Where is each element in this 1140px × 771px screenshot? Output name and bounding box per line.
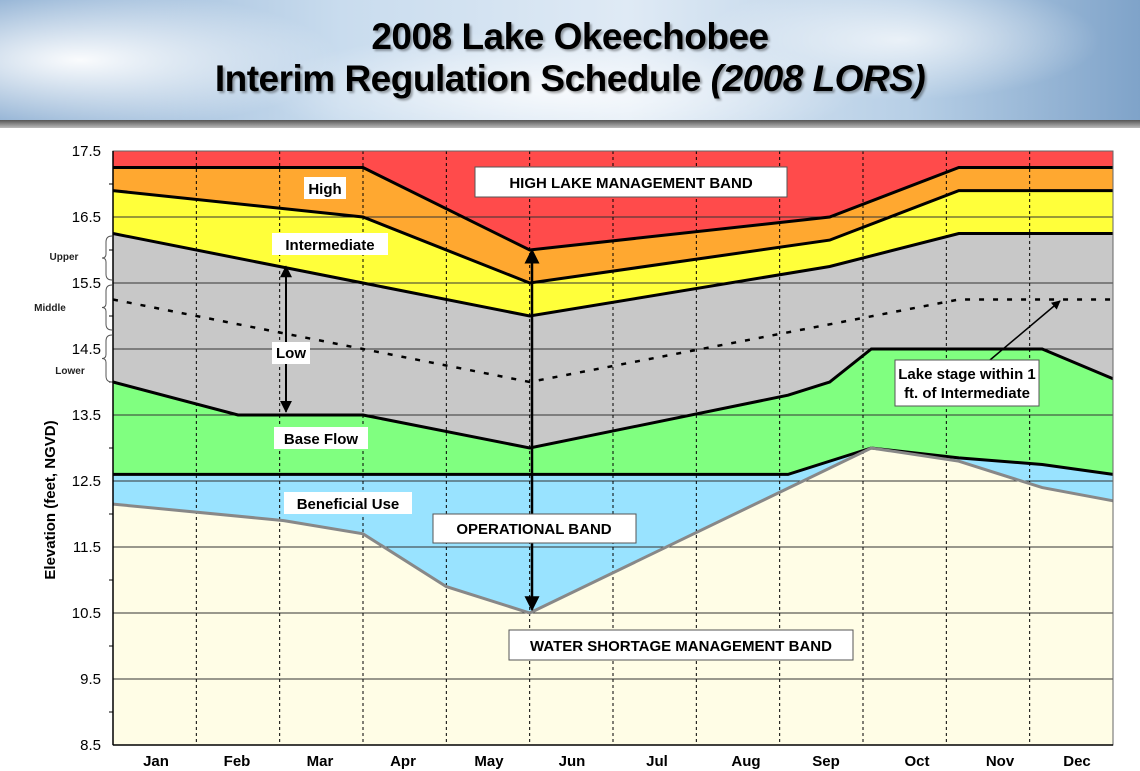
band-intermediate [113,190,1113,316]
x-tick-label: Mar [307,753,334,770]
y-tick-label: 17.5 [72,143,101,160]
brace-lower [101,334,113,383]
label-lake-stage-line2: ft. of Intermediate [904,385,1030,402]
y-tick-label: 14.5 [72,341,101,358]
title-line-1: 2008 Lake Okeechobee [371,16,769,57]
title-line-2: Interim Regulation Schedule (2008 LORS) [0,58,1140,100]
y-tick-label: 12.5 [72,473,101,490]
label-box-base_flow [274,427,368,449]
label-high-lake: HIGH LAKE MANAGEMENT BAND [509,175,752,192]
label-box-beneficial_use [284,492,412,514]
line-base-flow-top [112,347,1114,450]
slide-header [0,0,1140,122]
label-high: High [308,181,341,198]
line-beneficial-use-top [113,446,1114,476]
x-tick-label: May [474,753,504,770]
label-box-lake-stage [894,359,1040,407]
label-operational: OPERATIONAL BAND [456,521,611,538]
label-lower: Lower [55,366,85,377]
label-box-low [272,342,310,364]
label-box-high_lake [474,166,788,198]
label-base-flow: Base Flow [284,431,359,448]
header-divider [0,120,1140,128]
line-intermediate-top [112,189,1113,285]
label-low: Low [276,345,306,362]
label-beneficial-use: Beneficial Use [297,496,400,513]
line-low-top [112,232,1113,318]
x-tick-label: Oct [904,753,929,770]
y-tick-label: 16.5 [72,209,101,226]
line-water-shortage-top [112,446,1114,615]
title-line-2-italic: (2008 LORS) [710,58,926,99]
brace-upper [101,235,113,281]
label-water-shortage: WATER SHORTAGE MANAGEMENT BAND [530,638,832,655]
x-tick-label: Feb [224,753,251,770]
x-tick-label: Dec [1063,753,1091,770]
y-tick-label: 13.5 [72,407,101,424]
y-tick-label: 9.5 [80,671,101,688]
label-intermediate: Intermediate [285,237,374,254]
label-upper: Upper [50,252,79,263]
label-box-operational [432,513,637,544]
y-tick-label: 15.5 [72,275,101,292]
label-middle: Middle [34,303,66,314]
x-tick-label: Apr [390,753,416,770]
label-box-water_shortage [508,629,854,661]
title-line-2-main: Interim Regulation Schedule [214,58,711,99]
band-high [113,167,1113,283]
x-tick-label: Aug [731,753,760,770]
x-tick-label: Jul [646,753,668,770]
brace-middle [101,284,113,331]
y-tick-label: 10.5 [72,605,101,622]
band-low [113,233,1113,448]
x-tick-label: Jun [559,753,586,770]
label-lake-stage-line1: Lake stage within 1 [898,366,1036,383]
label-box-high [304,177,346,199]
x-tick-label: Sep [812,753,840,770]
x-tick-label: Jan [143,753,169,770]
x-tick-label: Nov [986,753,1015,770]
line-high-top [113,166,1113,252]
y-tick-label: 11.5 [73,539,101,556]
label-box-intermediate [272,233,388,255]
y-axis-label: Elevation (feet, NGVD) [42,420,59,579]
y-tick-label: 8.5 [80,737,101,754]
callout-arrow [989,300,1061,361]
